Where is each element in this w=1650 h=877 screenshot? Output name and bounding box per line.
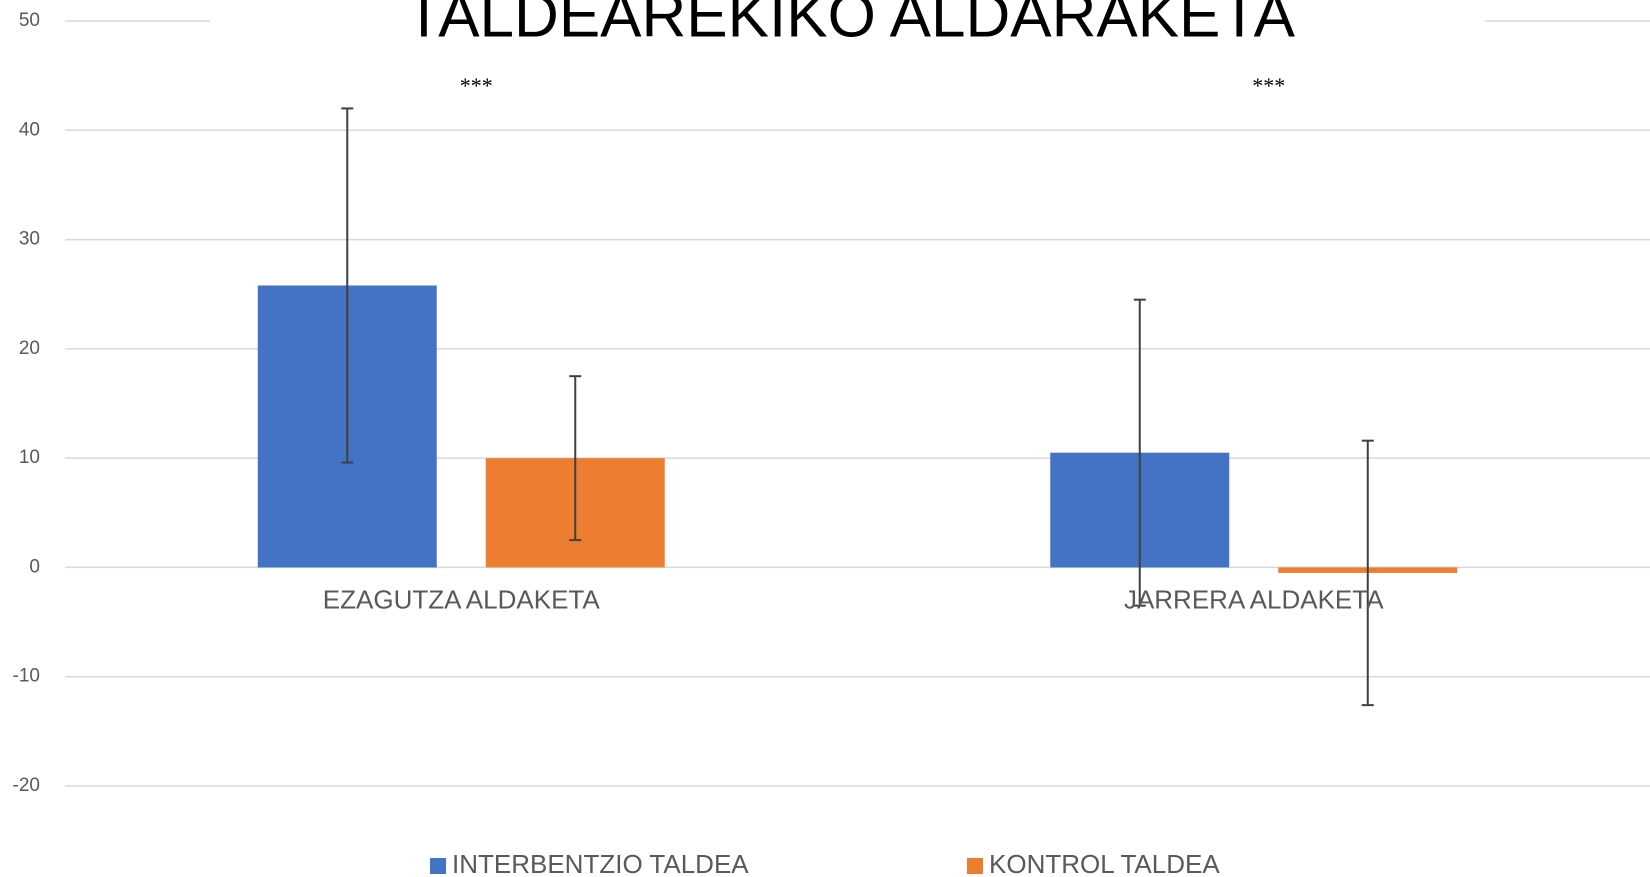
y-tick-label: 10 [19, 447, 40, 468]
chart-title: TALDEAREKIKO ALDARAKETA [405, 0, 1296, 50]
annotation: *** [1252, 73, 1285, 98]
y-tick-label: 40 [19, 119, 40, 140]
legend-swatch [967, 858, 983, 874]
x-tick-label: JARRERA ALDAKETA [1124, 584, 1384, 614]
error-bar [1361, 439, 1374, 707]
legend-swatch [430, 858, 446, 874]
y-tick-label: -10 [13, 666, 40, 687]
legend-label: KONTROL TALDEA [989, 849, 1220, 877]
y-tick-label: 0 [29, 556, 40, 577]
y-tick-label: -20 [13, 775, 40, 796]
y-tick-label: 30 [19, 229, 40, 250]
x-tick-label: EZAGUTZA ALDAKETA [323, 584, 601, 614]
y-tick-label: 20 [19, 338, 40, 359]
error-bar [569, 375, 582, 542]
title-background [210, 0, 1485, 52]
error-bar [341, 107, 354, 464]
annotation: *** [460, 73, 493, 98]
y-tick-label: 50 [19, 10, 40, 31]
error-bar [1133, 298, 1146, 607]
legend-label: INTERBENTZIO TALDEA [452, 849, 749, 877]
